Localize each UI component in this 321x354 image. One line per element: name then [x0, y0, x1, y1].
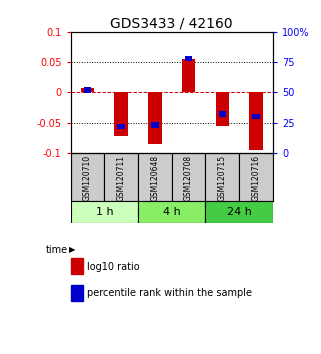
Bar: [219, 112, 226, 117]
Bar: [71, 201, 138, 223]
Text: 1 h: 1 h: [96, 207, 113, 217]
Text: ▶: ▶: [69, 245, 75, 254]
Title: GDS3433 / 42160: GDS3433 / 42160: [110, 17, 233, 31]
Text: log10 ratio: log10 ratio: [87, 262, 139, 272]
Text: time: time: [45, 245, 67, 255]
Bar: [215, 92, 229, 126]
Bar: [71, 153, 104, 201]
Bar: [205, 201, 273, 223]
Bar: [151, 122, 159, 128]
Bar: [252, 114, 260, 119]
Text: GSM120715: GSM120715: [218, 155, 227, 201]
Bar: [172, 153, 205, 201]
Text: 4 h: 4 h: [163, 207, 181, 217]
Bar: [117, 124, 125, 129]
Text: GSM120708: GSM120708: [184, 155, 193, 201]
Text: GSM120710: GSM120710: [83, 155, 92, 201]
Text: 24 h: 24 h: [227, 207, 252, 217]
Bar: [138, 153, 172, 201]
Text: GSM120648: GSM120648: [150, 155, 160, 201]
Bar: [84, 87, 91, 93]
Bar: [239, 153, 273, 201]
Bar: [148, 92, 161, 144]
Text: GSM120716: GSM120716: [251, 155, 261, 201]
Text: GSM120711: GSM120711: [117, 155, 126, 201]
Bar: [182, 59, 195, 92]
Bar: [114, 92, 128, 136]
Bar: [81, 87, 94, 92]
Bar: [249, 92, 263, 150]
Bar: [138, 201, 205, 223]
Text: percentile rank within the sample: percentile rank within the sample: [87, 288, 252, 298]
Bar: [185, 56, 192, 61]
Bar: [205, 153, 239, 201]
Bar: [104, 153, 138, 201]
